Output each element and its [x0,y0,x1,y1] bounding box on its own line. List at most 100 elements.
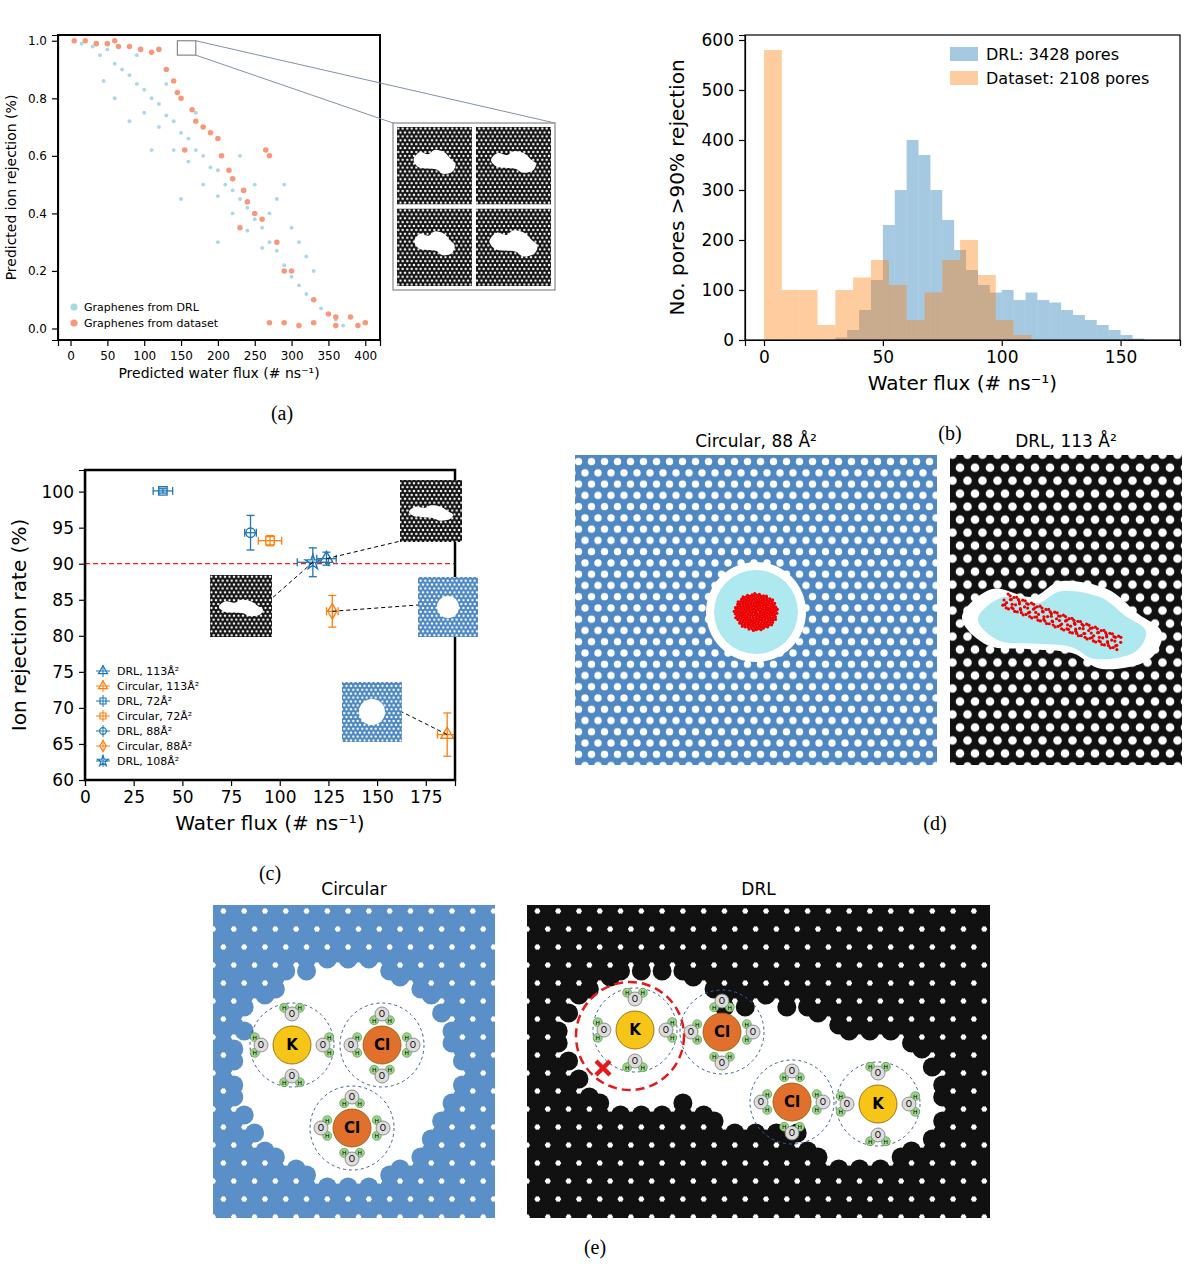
ion-position [1054,625,1057,628]
marks [85,487,455,756]
point [142,88,146,92]
point [135,82,139,86]
point [112,38,118,44]
carbon-atom [484,1214,495,1219]
lattice [418,577,478,637]
point [172,148,176,152]
legend-label: Circular, 113Å² [117,680,199,693]
oxygen-atom [345,1090,359,1104]
legend-label: DRL, 72Å² [117,695,172,708]
carbon-atom [777,1214,796,1219]
inset-region [177,41,195,55]
point [216,240,220,244]
oxygen-atom [406,1038,420,1052]
ion-position [734,606,737,609]
tick: 0.8 [28,92,58,106]
carbon-atom [590,1214,609,1219]
panel-c: 02550751001251501756065707580859095100Wa… [7,470,478,885]
oxygen-atom [316,1038,330,1052]
series [71,38,368,328]
ion-position [762,594,765,597]
point [326,311,332,317]
ion-position [768,597,771,600]
atom-label: O [663,1026,669,1035]
hydration-shell [250,1003,334,1087]
carbon-atom [653,1214,672,1219]
atom-label: O [349,1093,355,1102]
tick-label: 175 [410,787,442,807]
carbon-atom [840,1214,859,1219]
point [245,206,249,210]
tick-mark [1002,340,1003,346]
point [312,298,316,302]
ion-position [1011,603,1014,606]
carbon-atom [611,1214,630,1219]
legend-label: DRL: 3428 pores [986,45,1119,64]
oxygen-atom [345,1152,359,1166]
carbon-atom [798,1214,817,1219]
ion-position [1101,636,1104,639]
point [186,160,190,164]
legend-marker [100,728,107,735]
ion-position [1090,631,1093,634]
ion-position [1079,620,1082,623]
ion-position [741,625,744,628]
graphene-image [400,480,462,542]
ion-position [1046,615,1049,618]
tick-label: 100 [702,280,734,300]
plot-frame [745,35,1180,340]
carbon-atom [380,1214,399,1219]
carbon-atom [422,1214,441,1219]
hydration-shell [750,1060,834,1144]
point [128,73,132,77]
atom-label: O [875,1131,881,1140]
carbon-atom [494,905,495,915]
point [231,211,235,215]
ion-position [1064,615,1067,618]
tick-label: 70 [52,698,74,718]
point [282,263,286,267]
oxygen-atom [746,1025,760,1039]
tick-label: 0 [80,787,91,807]
point [245,229,249,233]
ion [273,1026,311,1064]
error-bar-part [172,487,173,495]
ion-position [1100,629,1103,632]
carbon-atom [808,1004,827,1023]
ion-position [770,623,773,626]
point [260,246,264,250]
point [171,78,177,84]
bar [924,293,942,341]
atom-label: O [789,1129,795,1138]
ion-label: K [872,1095,885,1113]
tick-label: 90 [52,554,74,574]
image-title: DRL [741,879,776,899]
panel-a: 0501001502002503003504000.00.20.40.60.81… [3,34,555,425]
point [128,119,132,123]
tick-label: 600 [702,30,734,50]
oxygen-atom [684,1025,698,1039]
tick-label: 65 [52,734,74,754]
ion-position [1068,617,1071,620]
carbon-atom [881,1022,900,1041]
point [209,165,213,169]
ion-position [1032,603,1035,606]
point [245,199,251,205]
oxygen-atom [254,1038,268,1052]
axis-title: Predicted ion rejection (%) [3,95,19,281]
tick-label: 75 [52,662,74,682]
x-axis: 050100150200250300350400 [59,340,381,363]
ion-position [771,598,774,601]
carbon-atom [422,986,441,1005]
hydration-shell [310,1086,394,1170]
point [194,148,198,152]
ion-position [759,628,762,631]
tick: 0 [759,340,770,367]
plot-frame [85,470,455,780]
tick: 200 [702,230,745,250]
blocked-mark-stroke [596,1061,610,1075]
ion-position [1081,627,1084,630]
atom-label: O [875,1069,881,1078]
tick-label: 1.0 [28,34,47,48]
ion-position [1039,619,1042,622]
